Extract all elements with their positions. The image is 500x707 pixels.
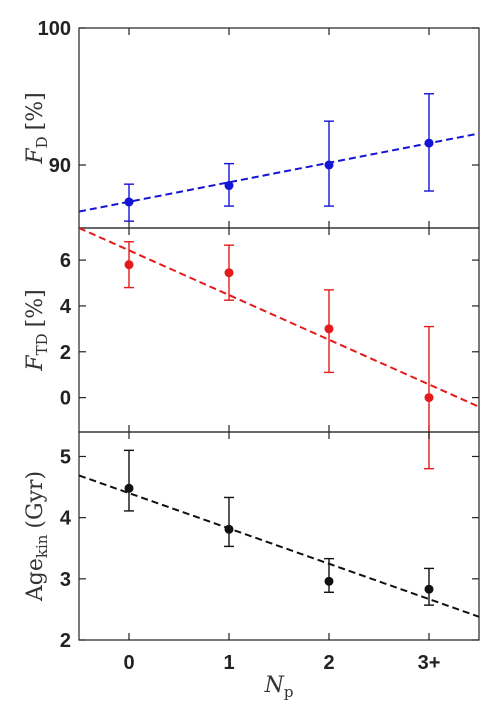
ftd-ylabel: FTD [%] xyxy=(23,289,51,371)
fd-ylabel-unit: [%] xyxy=(23,92,48,130)
ftd-point xyxy=(224,268,234,278)
agekin-point xyxy=(224,524,234,534)
fd-point xyxy=(124,197,134,207)
ftd-ytick-label: 4 xyxy=(60,296,72,318)
ftd-ytick-label: 0 xyxy=(60,388,71,410)
panel-agekin: 2 3 4 5 Agekin (Gyr) xyxy=(23,431,480,652)
x-tick-label: 2 xyxy=(323,652,334,674)
ftd-point xyxy=(124,260,134,270)
ftd-ylabel-sub: TD xyxy=(33,333,51,355)
agekin-ytick-label: 4 xyxy=(60,508,72,530)
x-tick-label: 3+ xyxy=(418,652,441,674)
agekin-fit-line xyxy=(79,474,479,618)
agekin-point xyxy=(424,584,434,594)
agekin-ytick-label: 3 xyxy=(60,569,71,591)
agekin-point xyxy=(124,483,134,493)
x-tick-label: 0 xyxy=(123,652,134,674)
fd-ylabel-main: F xyxy=(23,148,48,165)
fd-ytick-label: 100 xyxy=(38,18,71,40)
agekin-point xyxy=(324,576,334,586)
agekin-ytick-label: 2 xyxy=(60,630,71,652)
agekin-ytick-label: 5 xyxy=(60,446,71,468)
panel-ftd: 0 2 4 6 FTD [%] xyxy=(23,227,480,470)
ftd-fit-line xyxy=(79,228,479,408)
fd-point xyxy=(224,181,234,191)
fd-ylabel-sub: D xyxy=(33,136,51,148)
ftd-frame xyxy=(78,227,480,433)
fd-point xyxy=(424,138,434,148)
fd-point xyxy=(324,160,334,170)
agekin-ylabel-sub: kin xyxy=(33,534,51,558)
x-axis-label: Np xyxy=(264,673,294,701)
fd-ylabel: FD [%] xyxy=(23,92,51,164)
ftd-ytick-label: 6 xyxy=(60,250,71,272)
fd-fit-line xyxy=(79,132,479,213)
ftd-point xyxy=(324,324,334,334)
x-axis-label-sub: p xyxy=(284,683,294,701)
fd-frame xyxy=(78,27,480,229)
agekin-ylabel-main: Age xyxy=(23,558,48,602)
fd-ytick-label: 90 xyxy=(49,155,71,177)
ftd-ytick-label: 2 xyxy=(60,342,71,364)
x-axis: 0 1 2 3+ Np xyxy=(123,652,440,701)
x-axis-label-main: N xyxy=(264,673,285,698)
agekin-frame xyxy=(78,431,480,641)
panel-fd: 90 100 FD [%] xyxy=(23,18,480,229)
x-tick-label: 1 xyxy=(223,652,234,674)
agekin-ylabel: Agekin (Gyr) xyxy=(23,471,51,602)
ftd-point xyxy=(424,393,434,403)
ftd-ylabel-main: F xyxy=(23,355,48,372)
agekin-ylabel-unit: (Gyr) xyxy=(23,471,48,529)
ftd-ylabel-unit: [%] xyxy=(23,289,48,327)
